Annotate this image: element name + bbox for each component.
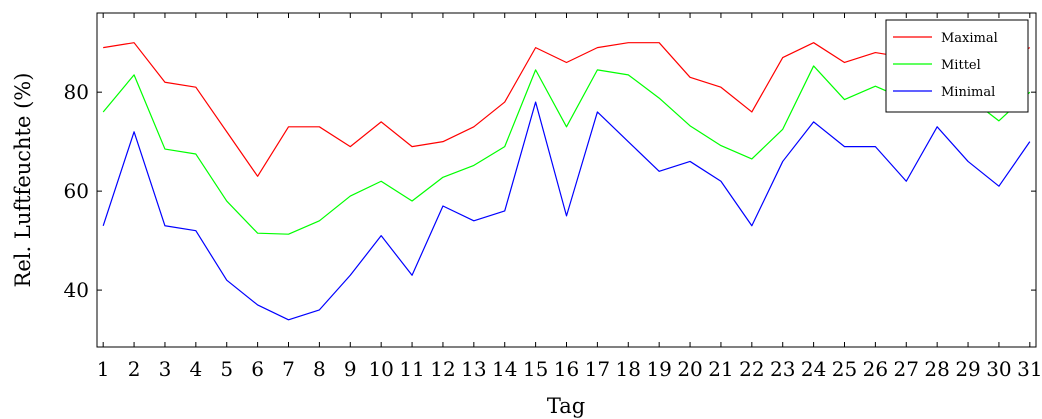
y-tick-label: 40 [64, 278, 89, 302]
series-line-mittel [102, 65, 1031, 235]
y-axis-ticks: 40 60 80 [64, 80, 1036, 302]
x-tick-label: 7 [282, 357, 295, 381]
x-tick-label: 23 [770, 357, 795, 381]
legend-label-maximal: Maximal [941, 31, 998, 46]
x-tick-label: 13 [461, 357, 486, 381]
x-tick-label: 22 [739, 357, 764, 381]
series-line-maximal [103, 42, 1031, 177]
x-tick-label: 4 [189, 357, 202, 381]
legend-label-mittel: Mittel [941, 58, 981, 73]
legend: Maximal Mittel Minimal [885, 19, 1029, 113]
x-tick-label: 9 [344, 357, 357, 381]
x-tick-label: 11 [399, 357, 424, 381]
y-tick-label: 60 [64, 179, 89, 203]
x-tick-label: 1 [97, 357, 110, 381]
y-tick-label: 80 [64, 80, 89, 104]
x-axis-title: Tag [547, 394, 585, 418]
x-tick-label: 6 [251, 357, 264, 381]
x-tick-label: 2 [128, 357, 141, 381]
series-layer [102, 42, 1031, 321]
x-tick-label: 20 [677, 357, 702, 381]
x-tick-label: 25 [832, 357, 857, 381]
legend-box [885, 19, 1029, 113]
x-tick-label: 17 [585, 357, 610, 381]
x-tick-label: 8 [313, 357, 326, 381]
x-tick-label: 14 [492, 357, 517, 381]
x-tick-label: 29 [955, 357, 980, 381]
x-tick-label: 16 [554, 357, 579, 381]
x-tick-label: 28 [924, 357, 949, 381]
y-axis-title: Rel. Luftfeuchte (%) [11, 73, 35, 288]
x-tick-label: 24 [801, 357, 826, 381]
x-tick-label: 18 [616, 357, 641, 381]
x-tick-label: 3 [159, 357, 172, 381]
x-tick-label: 30 [986, 357, 1011, 381]
x-tick-label: 12 [430, 357, 455, 381]
x-tick-label: 15 [523, 357, 548, 381]
x-tick-label: 21 [708, 357, 733, 381]
x-tick-label: 5 [220, 357, 233, 381]
legend-label-minimal: Minimal [941, 85, 995, 100]
x-tick-label: 26 [863, 357, 888, 381]
x-tick-label: 27 [894, 357, 919, 381]
x-tick-label: 10 [368, 357, 393, 381]
x-tick-label: 19 [646, 357, 671, 381]
x-tick-label: 31 [1017, 357, 1042, 381]
x-axis-ticks: 1 2 3 4 5 6 7 8 9 10 11 12 13 14 15 16 17 18 19 20 21 22 23 24 2… [97, 13, 1042, 381]
series-line-minimal [102, 101, 1031, 321]
